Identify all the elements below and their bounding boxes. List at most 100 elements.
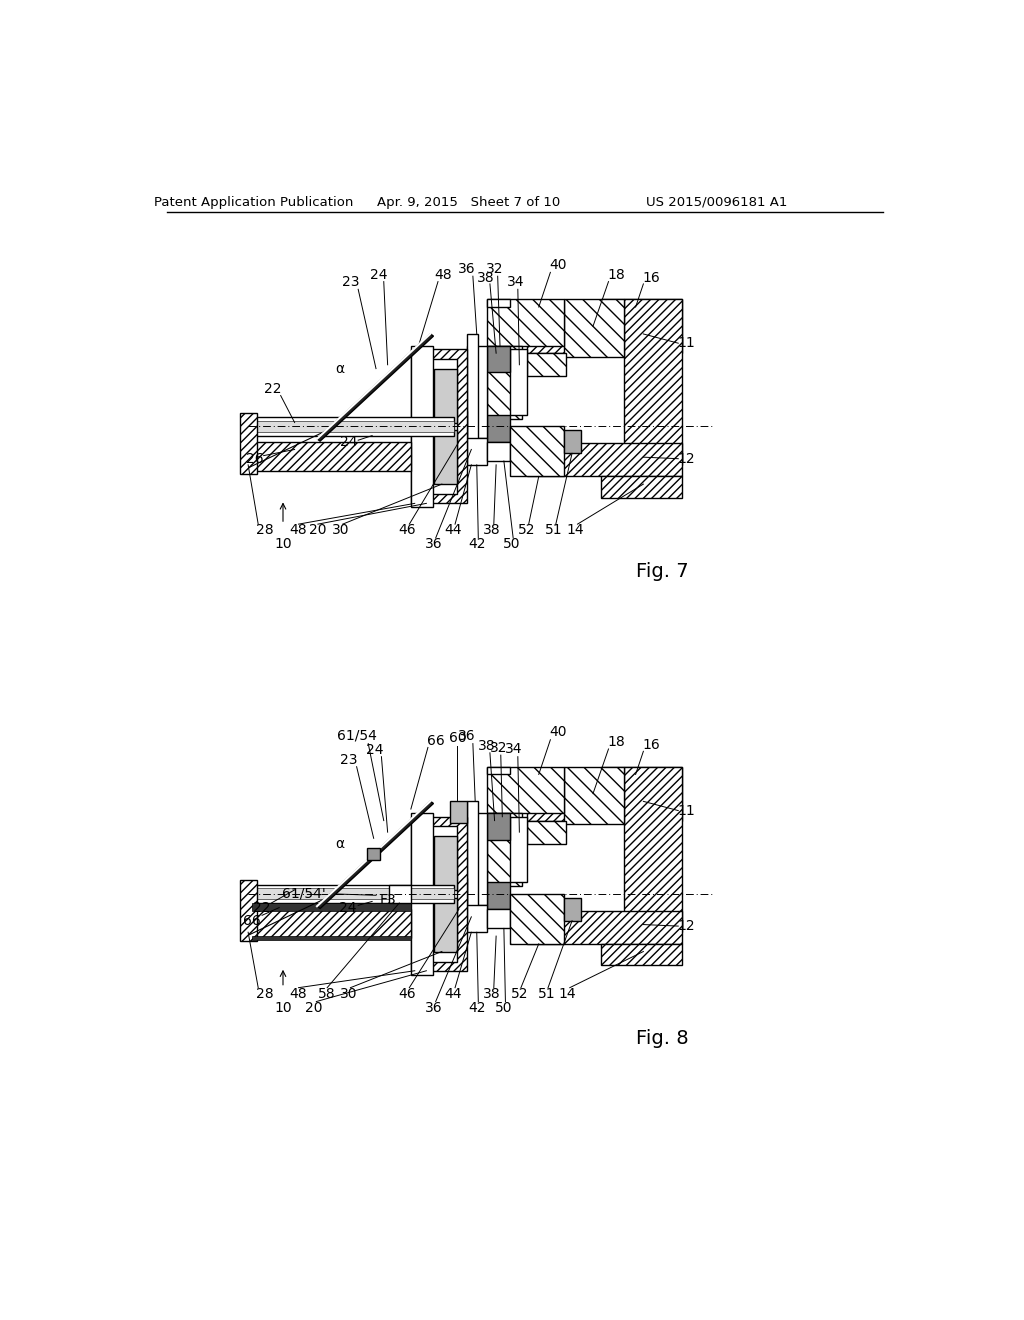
Text: 40: 40 xyxy=(549,725,567,739)
Text: 16: 16 xyxy=(642,738,660,752)
Bar xyxy=(527,354,566,376)
Bar xyxy=(486,414,510,442)
Bar xyxy=(601,300,682,318)
Text: Fig. 7: Fig. 7 xyxy=(637,561,689,581)
Text: 48: 48 xyxy=(290,523,307,537)
Bar xyxy=(456,878,467,909)
Bar xyxy=(601,477,682,498)
Bar xyxy=(510,350,527,414)
Bar xyxy=(252,417,454,436)
Bar xyxy=(486,300,510,308)
Text: 30: 30 xyxy=(333,523,350,537)
Text: 36: 36 xyxy=(425,537,443,552)
Text: 22: 22 xyxy=(264,383,282,396)
Bar xyxy=(434,368,458,422)
Text: 52: 52 xyxy=(511,987,528,1001)
Text: 38: 38 xyxy=(477,271,495,285)
Bar xyxy=(252,903,411,911)
Bar xyxy=(252,421,454,432)
Text: 46: 46 xyxy=(398,987,416,1001)
Text: 66: 66 xyxy=(427,734,444,748)
Bar xyxy=(434,898,458,952)
Bar xyxy=(467,346,486,438)
Text: 10: 10 xyxy=(274,537,292,552)
Text: 36: 36 xyxy=(425,1001,443,1015)
Bar xyxy=(486,346,510,372)
Bar xyxy=(486,767,510,775)
Bar xyxy=(456,411,467,442)
Bar xyxy=(389,884,411,903)
Text: 11: 11 xyxy=(677,337,695,350)
Bar xyxy=(486,442,510,461)
Text: 18: 18 xyxy=(607,268,625,281)
Bar xyxy=(486,909,510,928)
Bar xyxy=(486,813,510,840)
Bar xyxy=(486,300,564,346)
Bar xyxy=(527,785,682,821)
Bar xyxy=(467,334,478,449)
Text: Apr. 9, 2015   Sheet 7 of 10: Apr. 9, 2015 Sheet 7 of 10 xyxy=(378,195,560,209)
Text: 38: 38 xyxy=(483,987,501,1001)
Text: α: α xyxy=(335,362,344,376)
Bar xyxy=(241,412,257,474)
Text: 28: 28 xyxy=(256,987,274,1001)
Text: 10: 10 xyxy=(274,1001,292,1015)
Bar xyxy=(434,430,458,484)
Text: 44: 44 xyxy=(444,987,462,1001)
Text: 32: 32 xyxy=(485,261,504,276)
Text: 40: 40 xyxy=(549,257,567,272)
Text: Patent Application Publication: Patent Application Publication xyxy=(154,195,353,209)
Bar xyxy=(510,894,564,944)
Text: 48: 48 xyxy=(290,987,307,1001)
Text: α: α xyxy=(335,837,344,850)
Bar xyxy=(411,346,432,507)
Polygon shape xyxy=(317,334,433,441)
Bar xyxy=(252,936,411,940)
Bar xyxy=(564,898,582,921)
Bar xyxy=(564,430,582,453)
Bar xyxy=(527,318,682,354)
Text: 24: 24 xyxy=(367,743,384,756)
Bar xyxy=(486,767,564,813)
Text: 24: 24 xyxy=(370,268,387,281)
Bar xyxy=(486,882,510,909)
Text: 60: 60 xyxy=(449,731,466,746)
Text: 61/54': 61/54' xyxy=(282,887,326,900)
Bar xyxy=(252,888,454,899)
Bar xyxy=(252,442,411,471)
Text: 58: 58 xyxy=(318,987,336,1001)
Bar xyxy=(624,767,682,932)
Bar xyxy=(486,813,521,886)
Bar xyxy=(467,813,486,906)
Bar xyxy=(527,444,682,477)
Text: 38: 38 xyxy=(478,739,496,752)
Bar xyxy=(411,817,467,970)
Text: 14: 14 xyxy=(559,987,577,1001)
Text: 46: 46 xyxy=(398,523,416,537)
Text: 18: 18 xyxy=(607,735,625,748)
Text: 30: 30 xyxy=(340,987,357,1001)
Bar xyxy=(510,817,527,882)
Bar xyxy=(564,767,624,825)
Text: 61/54: 61/54 xyxy=(337,729,377,743)
Text: 26: 26 xyxy=(246,451,263,466)
Text: 14: 14 xyxy=(566,523,584,537)
Bar xyxy=(467,438,486,465)
Text: 12: 12 xyxy=(677,451,695,466)
Text: 51: 51 xyxy=(538,987,555,1001)
Text: 20: 20 xyxy=(305,1001,323,1015)
Bar xyxy=(368,847,380,859)
Text: 16: 16 xyxy=(642,271,660,285)
Text: 24: 24 xyxy=(340,434,357,449)
Text: 52: 52 xyxy=(518,523,536,537)
Text: 11: 11 xyxy=(677,804,695,817)
Text: 20: 20 xyxy=(309,523,327,537)
Polygon shape xyxy=(317,801,433,908)
Text: 24: 24 xyxy=(339,900,356,915)
Bar xyxy=(252,884,454,903)
Text: 38: 38 xyxy=(483,523,501,537)
Text: 12: 12 xyxy=(677,919,695,933)
Bar xyxy=(601,944,682,965)
Text: 32: 32 xyxy=(489,742,507,755)
Bar xyxy=(624,300,682,465)
